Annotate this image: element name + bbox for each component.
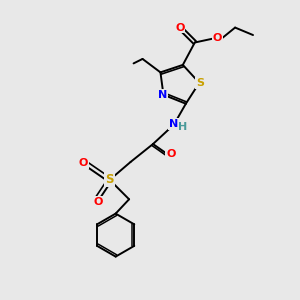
Text: N: N — [158, 90, 167, 100]
Text: N: N — [169, 119, 178, 129]
Text: O: O — [166, 149, 176, 160]
Text: O: O — [93, 197, 102, 207]
Text: O: O — [175, 22, 184, 33]
Text: O: O — [212, 33, 222, 43]
Text: S: S — [196, 78, 204, 88]
Text: H: H — [178, 122, 188, 132]
Text: O: O — [79, 158, 88, 168]
Text: S: S — [105, 173, 114, 186]
